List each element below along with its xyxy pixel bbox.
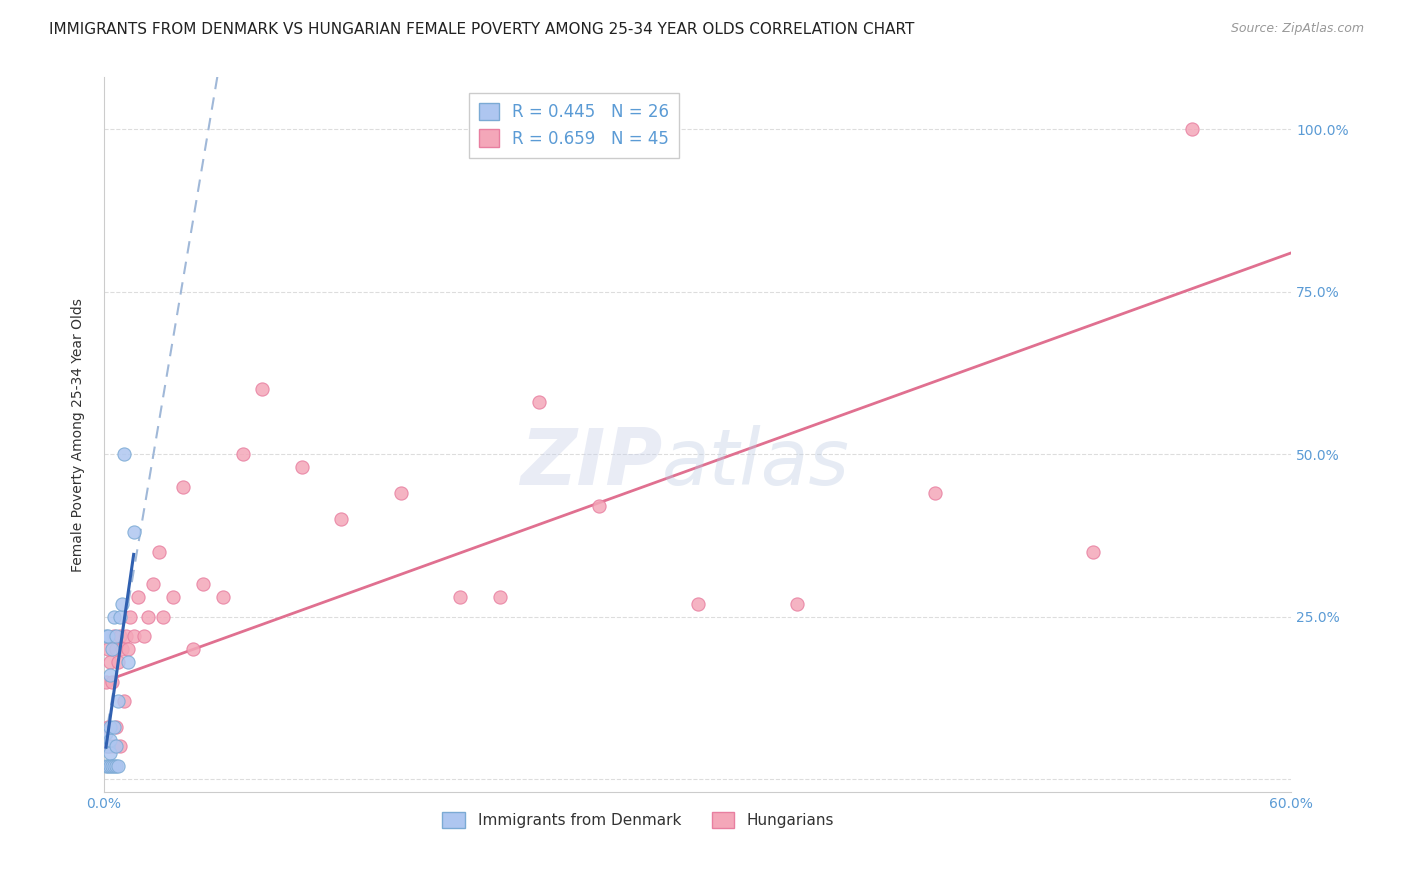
Point xyxy=(291,460,314,475)
Point xyxy=(330,512,353,526)
Point xyxy=(107,694,129,708)
Point xyxy=(103,720,125,734)
Point xyxy=(1083,544,1105,558)
Point xyxy=(686,597,709,611)
Point xyxy=(97,720,120,734)
Point xyxy=(97,642,120,657)
Point xyxy=(104,642,127,657)
Point xyxy=(94,759,117,773)
Point xyxy=(107,759,129,773)
Point xyxy=(101,642,124,657)
Point xyxy=(103,629,125,643)
Point xyxy=(103,609,125,624)
Point xyxy=(94,726,117,740)
Point xyxy=(98,739,121,754)
Point xyxy=(152,609,174,624)
Point xyxy=(118,609,141,624)
Point xyxy=(449,590,471,604)
Point xyxy=(98,668,121,682)
Point xyxy=(101,759,124,773)
Point xyxy=(98,720,121,734)
Point xyxy=(104,629,127,643)
Point xyxy=(252,382,274,396)
Point xyxy=(101,674,124,689)
Point xyxy=(162,590,184,604)
Point xyxy=(136,609,159,624)
Point xyxy=(94,739,117,754)
Point xyxy=(111,597,134,611)
Point xyxy=(103,759,125,773)
Point xyxy=(112,447,135,461)
Text: IMMIGRANTS FROM DENMARK VS HUNGARIAN FEMALE POVERTY AMONG 25-34 YEAR OLDS CORREL: IMMIGRANTS FROM DENMARK VS HUNGARIAN FEM… xyxy=(49,22,914,37)
Point xyxy=(231,447,253,461)
Point xyxy=(117,655,139,669)
Point xyxy=(98,733,121,747)
Point xyxy=(108,609,131,624)
Point xyxy=(107,655,129,669)
Point xyxy=(108,739,131,754)
Point xyxy=(181,642,204,657)
Text: Source: ZipAtlas.com: Source: ZipAtlas.com xyxy=(1230,22,1364,36)
Point xyxy=(104,739,127,754)
Point xyxy=(1181,122,1204,136)
Point xyxy=(786,597,808,611)
Point xyxy=(112,694,135,708)
Point xyxy=(98,655,121,669)
Point xyxy=(111,642,134,657)
Point xyxy=(103,739,125,754)
Legend: Immigrants from Denmark, Hungarians: Immigrants from Denmark, Hungarians xyxy=(436,806,841,834)
Point xyxy=(97,739,120,754)
Point xyxy=(488,590,510,604)
Point xyxy=(97,629,120,643)
Point xyxy=(191,577,214,591)
Y-axis label: Female Poverty Among 25-34 Year Olds: Female Poverty Among 25-34 Year Olds xyxy=(72,298,86,572)
Point xyxy=(114,629,136,643)
Point xyxy=(389,486,412,500)
Point xyxy=(127,590,149,604)
Point xyxy=(122,525,145,540)
Point xyxy=(94,674,117,689)
Point xyxy=(148,544,170,558)
Point xyxy=(108,629,131,643)
Point xyxy=(142,577,165,591)
Point xyxy=(97,759,120,773)
Point xyxy=(94,629,117,643)
Point xyxy=(104,759,127,773)
Point xyxy=(211,590,233,604)
Point xyxy=(588,499,610,513)
Point xyxy=(132,629,155,643)
Point xyxy=(172,480,194,494)
Text: ZIP: ZIP xyxy=(520,425,662,501)
Point xyxy=(117,642,139,657)
Point xyxy=(529,395,551,409)
Point xyxy=(122,629,145,643)
Text: atlas: atlas xyxy=(662,425,849,501)
Point xyxy=(924,486,946,500)
Point xyxy=(98,759,121,773)
Point xyxy=(98,746,121,760)
Point xyxy=(104,720,127,734)
